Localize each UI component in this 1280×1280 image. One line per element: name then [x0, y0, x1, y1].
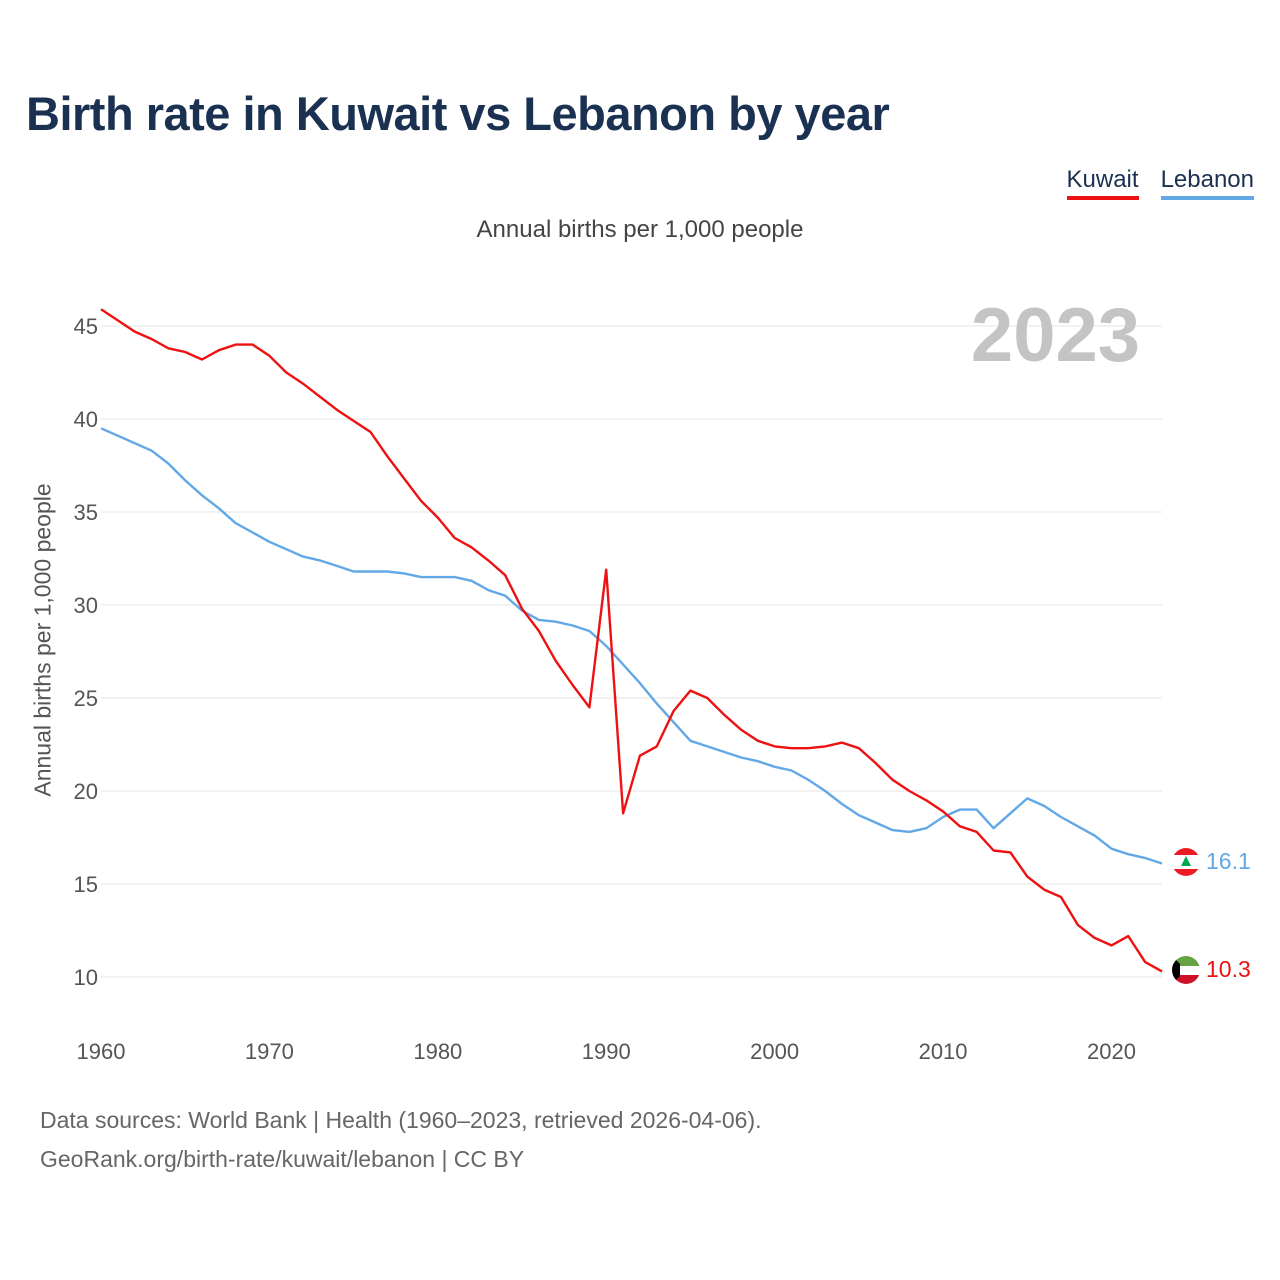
series-line-lebanon[interactable]: [100, 427, 1163, 865]
y-tick-labels: 10 15 20 25 30 35 40 45: [74, 314, 98, 990]
kuwait-flag-icon: [1172, 956, 1200, 984]
legend-item-kuwait[interactable]: Kuwait: [1066, 166, 1139, 200]
y-tick-label: 45: [74, 314, 98, 339]
y-tick-label: 10: [74, 965, 98, 990]
x-tick-label: 2010: [919, 1039, 968, 1064]
x-tick-label: 2020: [1087, 1039, 1136, 1064]
lebanon-end-value: 16.1: [1206, 848, 1251, 874]
y-tick-label: 25: [74, 686, 98, 711]
lebanon-flag-icon: [1172, 848, 1200, 876]
x-tick-labels: 1960 1970 1980 1990 2000 2010 2020: [77, 1039, 1136, 1064]
y-tick-label: 15: [74, 872, 98, 897]
chart-subtitle: Annual births per 1,000 people: [476, 216, 804, 243]
legend-item-lebanon[interactable]: Lebanon: [1160, 166, 1254, 200]
series-lines: [100, 308, 1163, 973]
y-tick-label: 20: [74, 779, 98, 804]
x-tick-label: 2000: [750, 1039, 799, 1064]
y-tick-label: 40: [74, 407, 98, 432]
year-label: 2023: [971, 293, 1140, 378]
footer-source: Data sources: World Bank | Health (1960–…: [40, 1107, 762, 1133]
legend: Kuwait Lebanon: [1066, 166, 1254, 200]
x-tick-label: 1960: [77, 1039, 126, 1064]
kuwait-end-value: 10.3: [1206, 956, 1251, 982]
grid-lines: [101, 325, 1162, 978]
series-line-kuwait[interactable]: [100, 308, 1163, 973]
chart-title: Birth rate in Kuwait vs Lebanon by year: [26, 87, 890, 140]
x-tick-label: 1980: [413, 1039, 462, 1064]
footer-link[interactable]: GeoRank.org/birth-rate/kuwait/lebanon | …: [40, 1146, 525, 1172]
y-tick-label: 35: [74, 500, 98, 525]
y-tick-label: 30: [74, 593, 98, 618]
x-tick-label: 1970: [245, 1039, 294, 1064]
x-tick-label: 1990: [582, 1039, 631, 1064]
